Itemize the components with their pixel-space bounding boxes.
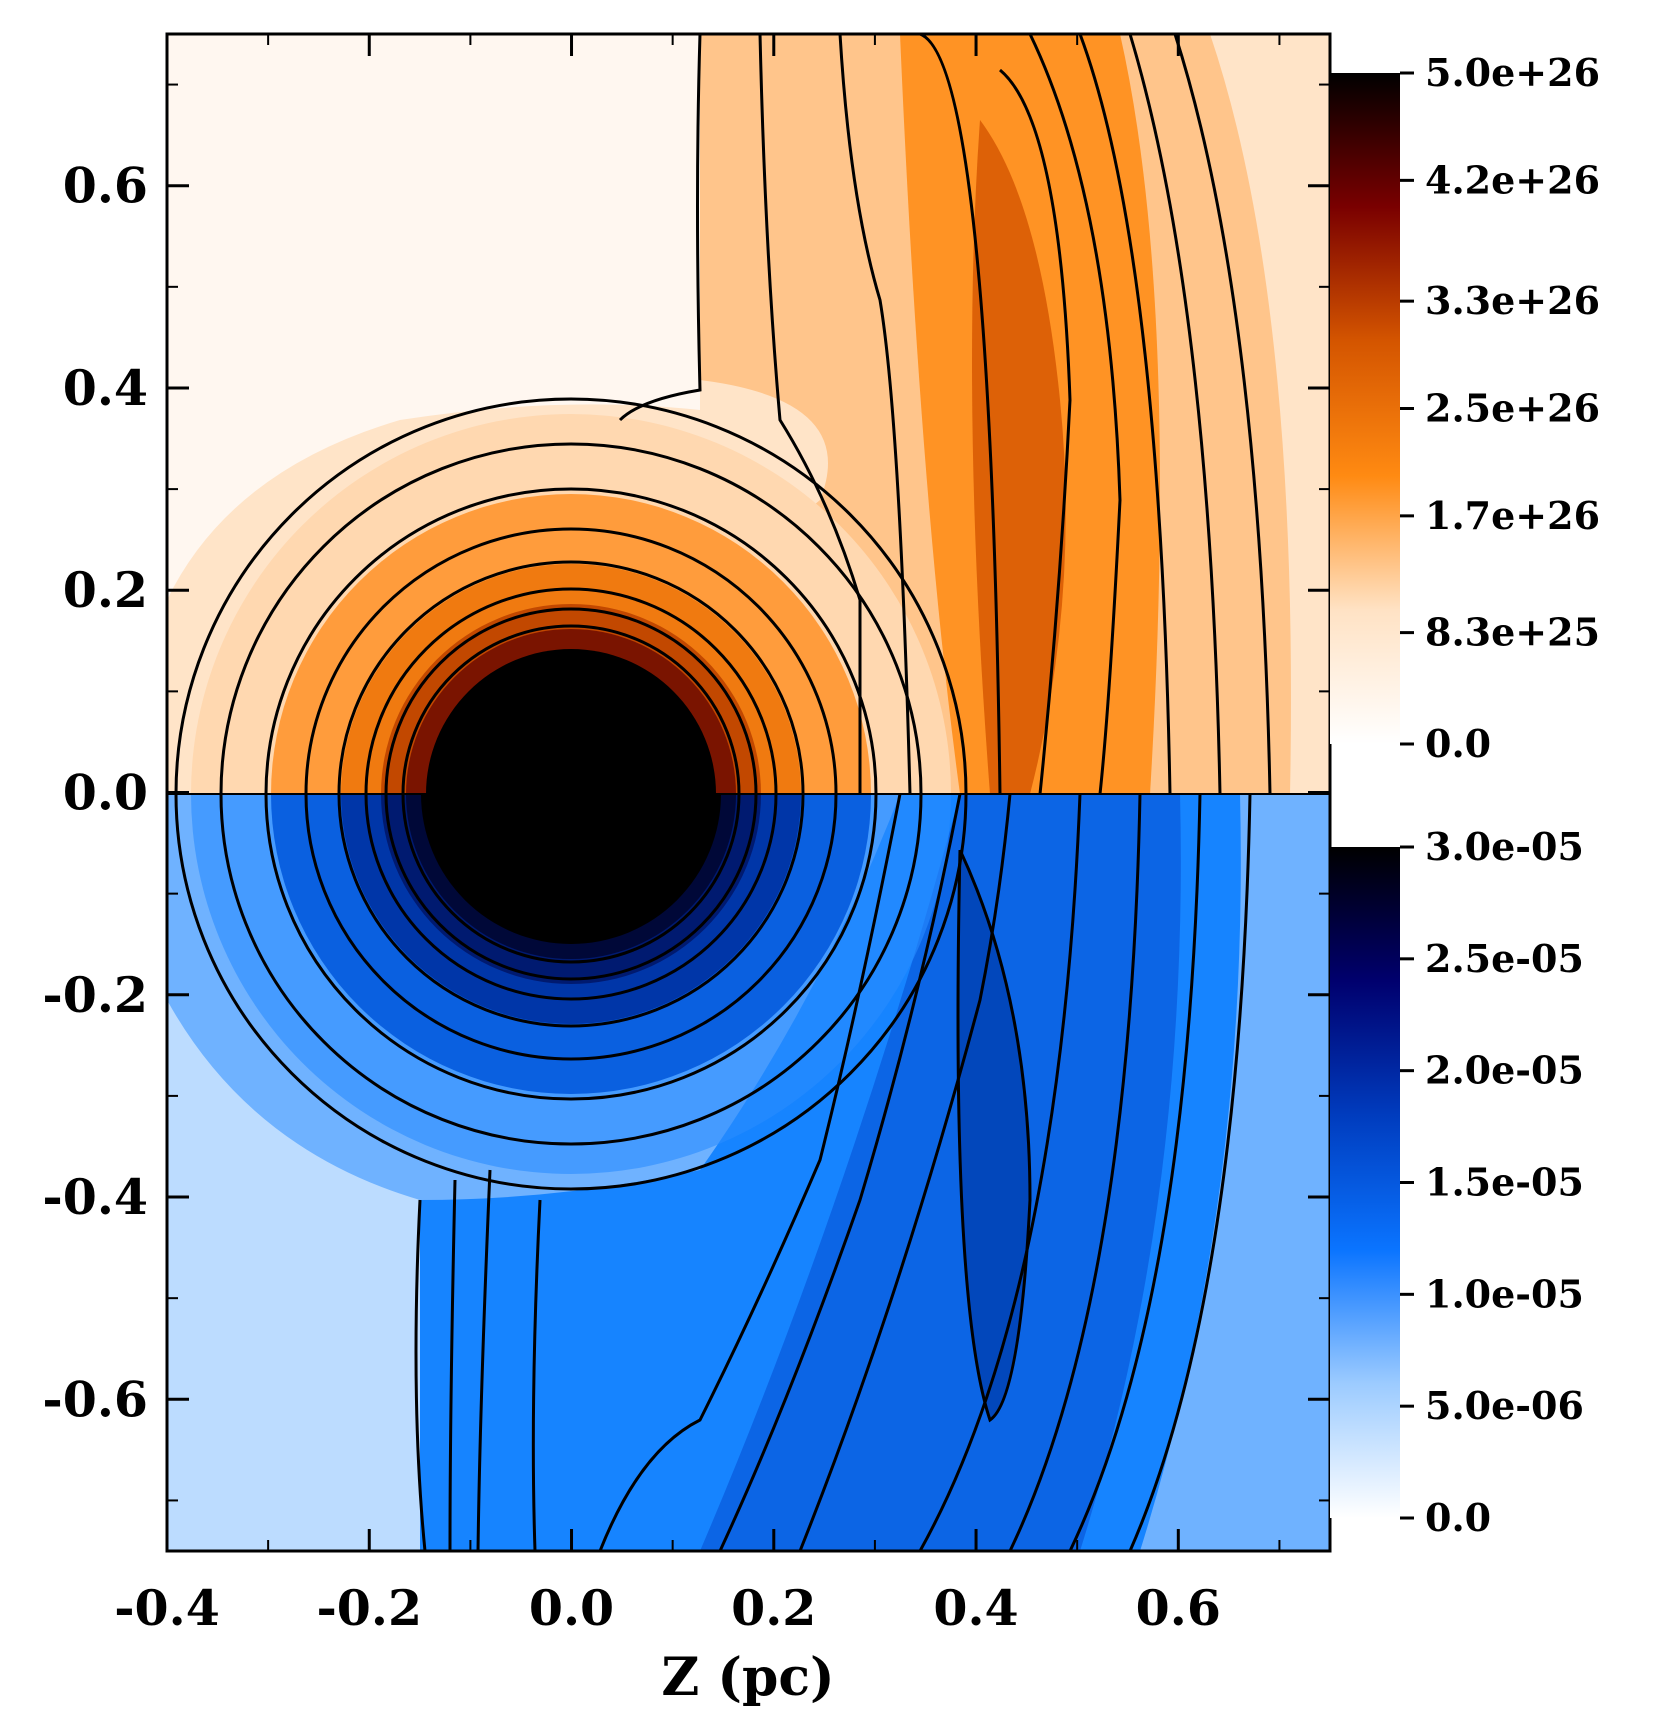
upper-contours	[174, 34, 1272, 794]
x-tick-label: 0.2	[731, 1579, 816, 1637]
y-tick-label: 0.2	[63, 561, 148, 619]
x-axis-title: Z (pc)	[661, 1647, 834, 1708]
y-tick-label: -0.2	[42, 966, 148, 1024]
colorbar-tick-label: 5.0e-06	[1425, 1383, 1584, 1428]
x-tick-label: 0.0	[529, 1579, 614, 1637]
colorbar-tick-label: 2.5e+26	[1425, 386, 1600, 431]
colorbar-tick-label: 0.0	[1425, 1495, 1491, 1540]
colorbar-tick-label: 2.5e-05	[1425, 936, 1584, 981]
x-tick-label: -0.4	[114, 1579, 220, 1637]
lower-core	[421, 794, 721, 944]
colorbar-upper-bar	[1330, 73, 1400, 744]
x-tick-label: -0.2	[316, 1579, 422, 1637]
colorbar-tick-label: 5.0e+26	[1425, 50, 1600, 95]
lower-cavity-left	[167, 1000, 420, 1551]
upper-panel	[167, 34, 1330, 794]
x-tick-label: 0.4	[933, 1579, 1018, 1637]
colorbar-tick-label: 4.2e+26	[1425, 157, 1600, 202]
y-tick-label: -0.4	[42, 1168, 148, 1226]
colorbar-tick-label: 3.3e+26	[1425, 278, 1600, 323]
colorbar-tick-label: 1.5e-05	[1425, 1160, 1584, 1205]
lower-ridge	[700, 794, 1181, 1551]
colorbar-tick-label: 1.0e-05	[1425, 1271, 1584, 1316]
colorbar-upper: 5.0e+26 4.2e+26 3.3e+26 2.5e+26 1.7e+26 8.3e+…	[1330, 50, 1600, 766]
colorbar-tick-label: 3.0e-05	[1425, 824, 1584, 869]
colorbar-lower-bar	[1330, 847, 1400, 1518]
y-axis: 0.6 0.4 0.2 0.0 -0.2 -0.4 -0.6	[42, 83, 1330, 1502]
colorbar-tick-label: 0.0	[1425, 721, 1491, 766]
lower-contours	[174, 794, 1252, 1551]
upper-cavity-left	[167, 34, 700, 600]
colorbar-tick-label: 1.7e+26	[1425, 493, 1600, 538]
colorbar-tick-label: 8.3e+25	[1425, 610, 1600, 655]
colorbar-lower: 3.0e-05 2.5e-05 2.0e-05 1.5e-05 1.0e-05 5.0e-…	[1330, 824, 1584, 1540]
x-axis: -0.4 -0.2 0.0 0.2 0.4 0.6	[114, 34, 1281, 1637]
upper-core	[426, 649, 716, 794]
colorbar-tick-label: 2.0e-05	[1425, 1048, 1584, 1093]
lower-panel	[167, 794, 1330, 1551]
y-tick-label: -0.6	[42, 1370, 148, 1428]
x-tick-label: 0.6	[1136, 1579, 1221, 1637]
y-tick-label: 0.4	[63, 359, 148, 417]
y-tick-label: 0.0	[63, 764, 148, 822]
y-tick-label: 0.6	[63, 157, 148, 215]
lower-ridge-core	[958, 850, 1030, 1420]
